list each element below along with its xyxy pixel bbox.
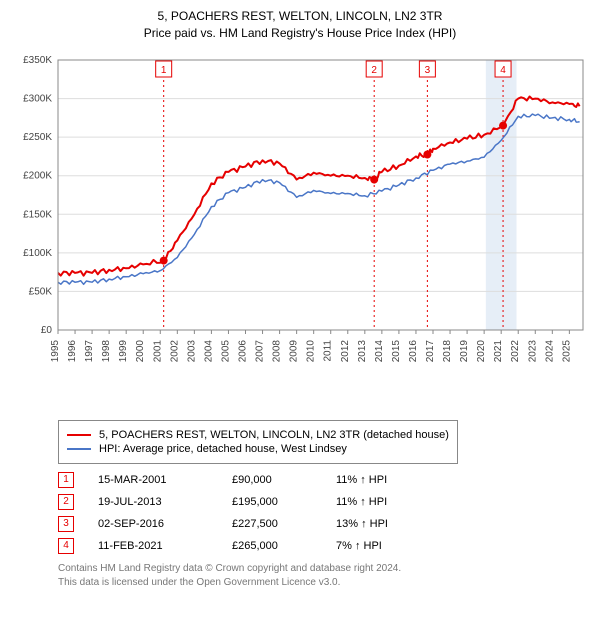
svg-text:£300K: £300K	[23, 93, 52, 104]
transaction-marker: 3	[58, 516, 74, 532]
transaction-pct: 7% ↑ HPI	[336, 540, 446, 552]
svg-text:2021: 2021	[493, 339, 504, 362]
transaction-row: 1 15-MAR-2001 £90,000 11% ↑ HPI	[58, 472, 592, 488]
title-line-2: Price paid vs. HM Land Registry's House …	[8, 25, 592, 42]
svg-text:2005: 2005	[220, 339, 231, 362]
transaction-marker: 2	[58, 494, 74, 510]
svg-text:1: 1	[161, 65, 167, 76]
svg-text:2002: 2002	[169, 339, 180, 362]
transaction-date: 15-MAR-2001	[98, 474, 208, 486]
svg-text:2010: 2010	[306, 339, 317, 362]
svg-text:1997: 1997	[84, 339, 95, 362]
svg-text:2008: 2008	[272, 339, 283, 362]
legend: 5, POACHERS REST, WELTON, LINCOLN, LN2 3…	[58, 420, 458, 464]
svg-text:£0: £0	[41, 325, 53, 336]
transaction-date: 19-JUL-2013	[98, 496, 208, 508]
transaction-row: 2 19-JUL-2013 £195,000 11% ↑ HPI	[58, 494, 592, 510]
transaction-marker: 4	[58, 538, 74, 554]
transaction-row: 3 02-SEP-2016 £227,500 13% ↑ HPI	[58, 516, 592, 532]
svg-text:2001: 2001	[152, 339, 163, 362]
svg-text:£50K: £50K	[29, 286, 53, 297]
price-chart: £0 £50K £100K £150K £200K £250K £300K £350K 1995…	[8, 50, 592, 380]
svg-text:3: 3	[425, 65, 431, 76]
svg-text:2012: 2012	[340, 339, 351, 362]
svg-text:2023: 2023	[527, 339, 538, 362]
svg-text:2016: 2016	[408, 339, 419, 362]
svg-text:£250K: £250K	[23, 132, 52, 143]
svg-text:1995: 1995	[50, 339, 61, 362]
svg-text:2020: 2020	[476, 339, 487, 362]
transaction-date: 11-FEB-2021	[98, 540, 208, 552]
svg-text:2009: 2009	[289, 339, 300, 362]
legend-item: 5, POACHERS REST, WELTON, LINCOLN, LN2 3…	[67, 429, 449, 441]
svg-text:£350K: £350K	[23, 55, 52, 66]
transaction-pct: 11% ↑ HPI	[336, 496, 446, 508]
svg-text:2017: 2017	[425, 339, 436, 362]
transaction-pct: 13% ↑ HPI	[336, 518, 446, 530]
svg-text:1999: 1999	[118, 339, 129, 362]
legend-label: HPI: Average price, detached house, West…	[99, 443, 347, 455]
svg-text:£200K: £200K	[23, 170, 52, 181]
transaction-date: 02-SEP-2016	[98, 518, 208, 530]
svg-text:2000: 2000	[135, 339, 146, 362]
svg-text:2004: 2004	[203, 339, 214, 362]
transaction-price: £227,500	[232, 518, 312, 530]
svg-text:2011: 2011	[323, 339, 334, 361]
svg-text:£150K: £150K	[23, 209, 52, 220]
legend-swatch	[67, 434, 91, 436]
chart-title-block: 5, POACHERS REST, WELTON, LINCOLN, LN2 3…	[8, 8, 592, 42]
svg-text:4: 4	[500, 65, 506, 76]
svg-text:2007: 2007	[255, 339, 266, 362]
svg-text:2025: 2025	[561, 339, 572, 362]
title-line-1: 5, POACHERS REST, WELTON, LINCOLN, LN2 3…	[8, 8, 592, 25]
svg-text:2024: 2024	[544, 339, 555, 362]
svg-text:2019: 2019	[459, 339, 470, 362]
legend-label: 5, POACHERS REST, WELTON, LINCOLN, LN2 3…	[99, 429, 449, 441]
svg-text:£100K: £100K	[23, 247, 52, 258]
transaction-marker: 1	[58, 472, 74, 488]
transaction-price: £265,000	[232, 540, 312, 552]
svg-text:2018: 2018	[442, 339, 453, 362]
attribution: Contains HM Land Registry data © Crown c…	[58, 562, 592, 590]
svg-text:2003: 2003	[186, 339, 197, 362]
svg-text:2013: 2013	[357, 339, 368, 362]
svg-text:2006: 2006	[238, 339, 249, 362]
transaction-table: 1 15-MAR-2001 £90,000 11% ↑ HPI 2 19-JUL-2013…	[58, 472, 592, 554]
svg-text:2015: 2015	[391, 339, 402, 362]
legend-swatch	[67, 448, 91, 450]
attribution-line-1: Contains HM Land Registry data © Crown c…	[58, 562, 592, 576]
transaction-price: £195,000	[232, 496, 312, 508]
svg-text:2014: 2014	[374, 339, 385, 362]
legend-item: HPI: Average price, detached house, West…	[67, 443, 449, 455]
attribution-line-2: This data is licensed under the Open Gov…	[58, 576, 592, 590]
transaction-price: £90,000	[232, 474, 312, 486]
svg-text:2: 2	[371, 65, 377, 76]
transaction-pct: 11% ↑ HPI	[336, 474, 446, 486]
svg-text:2022: 2022	[510, 339, 521, 362]
svg-text:1998: 1998	[101, 339, 112, 362]
chart-svg: £0 £50K £100K £150K £200K £250K £300K £350K 1995…	[8, 50, 592, 380]
svg-text:1996: 1996	[67, 339, 78, 362]
transaction-row: 4 11-FEB-2021 £265,000 7% ↑ HPI	[58, 538, 592, 554]
